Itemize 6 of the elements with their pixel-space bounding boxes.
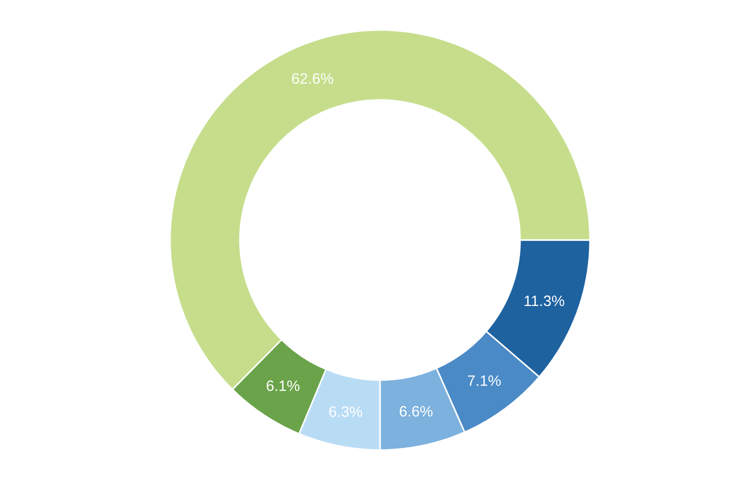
data-label: 6.3% (329, 406, 362, 417)
data-label: 6.1% (266, 380, 300, 391)
data-label: 11.3% (524, 296, 564, 306)
data-label: 7.1% (468, 375, 501, 386)
data-label: 6.6% (400, 406, 433, 417)
data-label: 62.6% (292, 73, 334, 84)
